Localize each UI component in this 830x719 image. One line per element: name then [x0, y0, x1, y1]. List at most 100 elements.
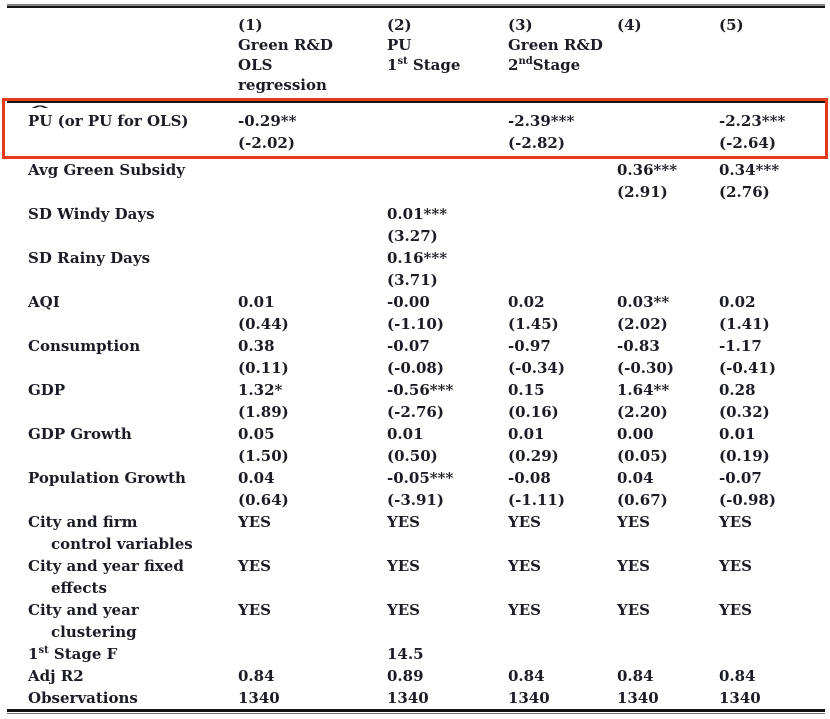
coef-city-firm-control-variables-col2: YES [387, 513, 420, 531]
coef-avg-green-subsidy-col2 [387, 159, 508, 181]
coef-city-year-clustering-col1: YES [238, 601, 271, 619]
header-col-3: (3) Green R&D 2ndStage [508, 15, 617, 95]
tstat-gdp-growth-col3: (0.29) [508, 447, 559, 465]
coef-city-year-clustering-col3: YES [508, 601, 541, 619]
tstat-population-growth-col2: (-3.91) [387, 491, 444, 509]
cell-pu-col4 [617, 110, 719, 154]
coef-avg-green-subsidy-col3 [508, 159, 617, 181]
coef-gdp-col3: 0.15 [508, 381, 545, 399]
row-label-population-growth: Population Growth [28, 469, 186, 487]
cell-first-stage-f-col4 [617, 643, 719, 665]
tstat-sd-rainy-days-col2: (3.71) [387, 271, 438, 289]
cell-consumption-col4: -0.83 (-0.30) [617, 335, 719, 379]
table-row-population-growth: Population Growth 0.04 (0.64) -0.05*** (-3.9… [7, 467, 825, 511]
cell-avg-green-subsidy-col5: 0.34*** (2.76) [719, 159, 825, 203]
cell-city-year-fixed-effects-col3: YES [508, 555, 617, 599]
coef-pu-col1: -0.29** [238, 112, 297, 130]
coef-aqi-col5: 0.02 [719, 293, 756, 311]
cell-gdp-growth-col4: 0.00 (0.05) [617, 423, 719, 467]
tstat-gdp-col1: (1.89) [238, 403, 289, 421]
row-label-observations: Observations [28, 689, 138, 707]
tstat-avg-green-subsidy-col2 [387, 181, 508, 203]
cell-sd-rainy-days-col5 [719, 247, 825, 291]
coef-gdp-col1: 1.32* [238, 381, 283, 399]
cell-sd-windy-days-col5 [719, 203, 825, 247]
cell-city-year-clustering-col4: YES [617, 599, 719, 643]
cell-gdp-growth-col5: 0.01 (0.19) [719, 423, 825, 467]
cell-observations-col5: 1340 [719, 687, 825, 709]
cell-city-firm-control-variables-col1: YES [238, 511, 387, 555]
cell-consumption-col1: 0.38 (0.11) [238, 335, 387, 379]
tstat-consumption-col4: (-0.30) [617, 359, 674, 377]
header-col-1-line1: Green R&D [238, 36, 333, 54]
row-label-sd-windy-days: SD Windy Days [28, 205, 155, 223]
table-row-adj-r2: Adj R2 0.84 0.89 0.84 0.84 0.84 [7, 665, 825, 687]
coef-observations-col1: 1340 [238, 689, 280, 707]
header-col-3-stage-ordinal: nd [518, 56, 533, 67]
cell-observations-col1: 1340 [238, 687, 387, 709]
tstat-pu-col3: (-2.82) [508, 134, 565, 152]
header-col-3-line2: 2ndStage [508, 55, 617, 75]
widehat-over-pu: PU [28, 110, 52, 132]
table-row-pu: PU (or PU for OLS)-0.29** (-2.02) -2.39***… [2, 98, 828, 159]
cell-avg-green-subsidy-col1 [238, 159, 387, 203]
header-col-5-num: (5) [719, 16, 744, 34]
cell-pu-col2 [387, 110, 508, 154]
coef-sd-windy-days-col2: 0.01*** [387, 205, 448, 223]
header-col-3-num: (3) [508, 16, 533, 34]
tstat-consumption-col3: (-0.34) [508, 359, 565, 377]
tstat-aqi-col4: (2.02) [617, 315, 668, 333]
coef-adj-r2-col4: 0.84 [617, 667, 654, 685]
cell-aqi-col1: 0.01 (0.44) [238, 291, 387, 335]
coef-population-growth-col4: 0.04 [617, 469, 654, 487]
row-label-adj-r2: Adj R2 [28, 667, 84, 685]
cell-sd-windy-days-col1 [238, 203, 387, 247]
cell-city-year-fixed-effects-col4: YES [617, 555, 719, 599]
coef-consumption-col2: -0.07 [387, 337, 430, 355]
coef-aqi-col1: 0.01 [238, 293, 275, 311]
tstat-aqi-col3: (1.45) [508, 315, 559, 333]
coef-consumption-col3: -0.97 [508, 337, 551, 355]
coef-population-growth-col5: -0.07 [719, 469, 762, 487]
header-col-2-line2: 1st Stage [387, 55, 508, 75]
coef-aqi-col3: 0.02 [508, 293, 545, 311]
cell-city-year-fixed-effects-col2: YES [387, 555, 508, 599]
header-col-1-num: (1) [238, 16, 263, 34]
header-col-2-line1: PU [387, 36, 412, 54]
cell-gdp-col3: 0.15 (0.16) [508, 379, 617, 423]
coef-observations-col2: 1340 [387, 689, 429, 707]
header-empty-cell [7, 15, 238, 95]
cell-population-growth-col1: 0.04 (0.64) [238, 467, 387, 511]
coef-pu-col5: -2.23*** [719, 112, 786, 130]
cell-population-growth-col5: -0.07 (-0.98) [719, 467, 825, 511]
cell-city-year-clustering-col5: YES [719, 599, 825, 643]
tstat-gdp-growth-col5: (0.19) [719, 447, 770, 465]
table-row-avg-green-subsidy: Avg Green Subsidy 0.36*** (2.91) 0.34*** (2.… [7, 159, 825, 203]
coef-population-growth-col2: -0.05*** [387, 469, 454, 487]
tstat-gdp-col4: (2.20) [617, 403, 668, 421]
cell-observations-col3: 1340 [508, 687, 617, 709]
cell-adj-r2-col3: 0.84 [508, 665, 617, 687]
table-row-gdp-growth: GDP Growth 0.05 (1.50) 0.01 (0.50) 0.01 (0.29)… [7, 423, 825, 467]
coef-city-firm-control-variables-col5: YES [719, 513, 752, 531]
table-body: PU (or PU for OLS)-0.29** (-2.02) -2.39***… [2, 98, 828, 709]
cell-city-year-fixed-effects-col5: YES [719, 555, 825, 599]
cell-gdp-growth-col3: 0.01 (0.29) [508, 423, 617, 467]
tstat-population-growth-col1: (0.64) [238, 491, 289, 509]
cell-pu-col5: -2.23*** (-2.64) [719, 110, 825, 154]
coef-city-year-fixed-effects-col1: YES [238, 557, 271, 575]
tstat-pu-col2 [387, 132, 508, 154]
header-col-2-stage-ordinal: st [397, 56, 408, 67]
row-label-city-year-clustering: City and year clustering [7, 599, 238, 643]
coef-city-year-fixed-effects-col2: YES [387, 557, 420, 575]
table-row-aqi: AQI 0.01 (0.44) -0.00 (-1.10) 0.02 (1.45) 0.03*… [7, 291, 825, 335]
tstat-sd-rainy-days-col5 [719, 269, 825, 291]
coef-observations-col3: 1340 [508, 689, 550, 707]
coef-observations-col5: 1340 [719, 689, 761, 707]
header-col-3-line1: Green R&D [508, 36, 603, 54]
cell-avg-green-subsidy-col3 [508, 159, 617, 203]
header-col-5: (5) [719, 15, 825, 95]
cell-city-year-clustering-col2: YES [387, 599, 508, 643]
table-row-city-firm-control-variables: City and firm control variables YES YES YES Y… [7, 511, 825, 555]
coef-gdp-growth-col4: 0.00 [617, 425, 654, 443]
